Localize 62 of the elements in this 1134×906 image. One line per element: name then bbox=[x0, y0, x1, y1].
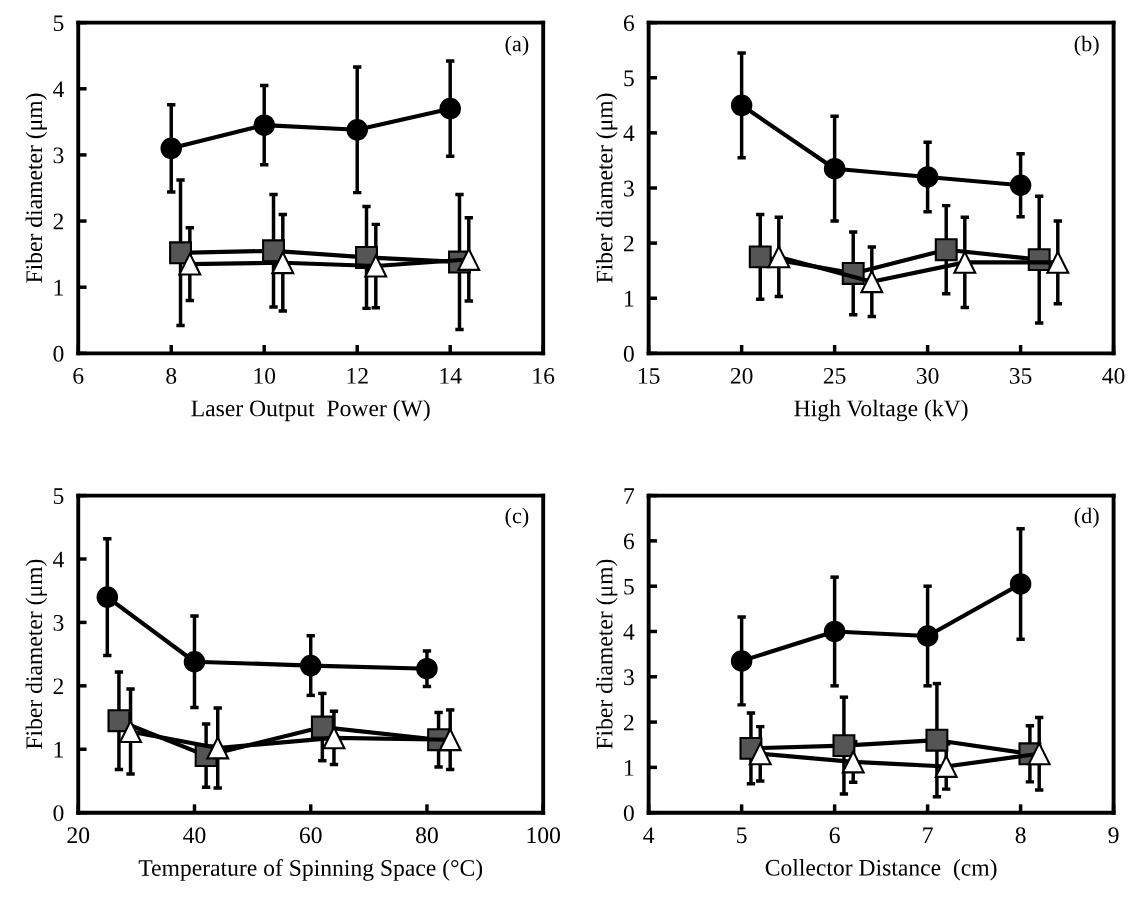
y-tick-label: 2 bbox=[53, 213, 64, 230]
x-tick-label: 14 bbox=[440, 368, 462, 384]
x-tick-label: 30 bbox=[916, 367, 939, 384]
y-tick-label: 5 bbox=[53, 488, 64, 505]
x-axis-title: Temperature of Spinning Space (°C) bbox=[138, 859, 483, 881]
x-axis-title: Laser Output Power (W) bbox=[191, 399, 430, 422]
y-axis-title: Fiber diameter (μm) bbox=[595, 559, 618, 749]
y-tick-label: 4 bbox=[53, 551, 64, 568]
y-tick-label: 5 bbox=[624, 70, 634, 87]
y-axis-title: Fiber diameter (μm) bbox=[25, 559, 47, 749]
y-tick-label: 1 bbox=[625, 759, 634, 776]
x-tick-label: 10 bbox=[254, 367, 276, 384]
x-tick-label: 100 bbox=[527, 827, 560, 844]
annotation: (b) bbox=[1074, 35, 1099, 56]
x-axis-title: Collector Distance (cm) bbox=[765, 859, 997, 881]
y-tick-label: 0 bbox=[53, 345, 64, 362]
x-tick-label: 20 bbox=[67, 827, 90, 844]
x-tick-label: 20 bbox=[730, 367, 753, 384]
x-tick-label: 6 bbox=[829, 827, 840, 844]
y-tick-label: 2 bbox=[623, 235, 634, 252]
y-tick-label: 3 bbox=[624, 180, 634, 197]
x-axis-title: High Voltage (kV) bbox=[794, 399, 968, 422]
x-tick-label: 4 bbox=[643, 827, 655, 843]
y-tick-label: 6 bbox=[623, 15, 635, 32]
y-tick-label: 4 bbox=[53, 81, 64, 97]
y-tick-label: 5 bbox=[53, 15, 64, 32]
x-tick-label: 40 bbox=[1102, 367, 1125, 384]
x-tick-label: 25 bbox=[823, 367, 846, 384]
annotation: (c) bbox=[505, 507, 529, 528]
y-tick-label: 4 bbox=[623, 125, 635, 142]
y-tick-label: 0 bbox=[623, 805, 634, 822]
x-tick-label: 8 bbox=[166, 367, 177, 384]
x-tick-label: 40 bbox=[183, 827, 206, 844]
x-tick-label: 15 bbox=[638, 368, 660, 384]
y-tick-label: 1 bbox=[54, 279, 63, 296]
x-tick-label: 12 bbox=[347, 367, 368, 384]
y-tick-label: 3 bbox=[53, 614, 64, 631]
y-axis-title: Fiber diameter (μm) bbox=[25, 93, 47, 283]
y-tick-label: 3 bbox=[624, 669, 634, 686]
y-tick-label: 1 bbox=[54, 741, 63, 758]
y-axis-title: Fiber diameter (μm) bbox=[595, 93, 618, 283]
y-tick-label: 2 bbox=[623, 714, 634, 731]
x-tick-label: 16 bbox=[533, 367, 555, 384]
y-tick-label: 2 bbox=[53, 678, 64, 695]
y-tick-label: 5 bbox=[624, 578, 634, 595]
x-tick-label: 8 bbox=[1015, 827, 1026, 844]
x-tick-label: 9 bbox=[1108, 827, 1119, 844]
y-tick-label: 7 bbox=[624, 488, 635, 504]
x-tick-label: 5 bbox=[737, 827, 747, 844]
x-tick-label: 7 bbox=[923, 827, 933, 843]
y-tick-label: 3 bbox=[53, 147, 64, 164]
y-tick-label: 6 bbox=[623, 533, 635, 550]
x-tick-label: 6 bbox=[73, 367, 84, 384]
y-tick-label: 0 bbox=[623, 345, 634, 362]
y-tick-label: 4 bbox=[623, 624, 635, 640]
annotation: (a) bbox=[505, 35, 529, 56]
y-tick-label: 1 bbox=[625, 290, 634, 307]
x-tick-label: 35 bbox=[1009, 367, 1032, 384]
x-tick-label: 80 bbox=[416, 827, 438, 844]
x-tick-label: 60 bbox=[299, 827, 322, 844]
y-tick-label: 0 bbox=[53, 805, 64, 822]
annotation: (d) bbox=[1074, 507, 1099, 528]
